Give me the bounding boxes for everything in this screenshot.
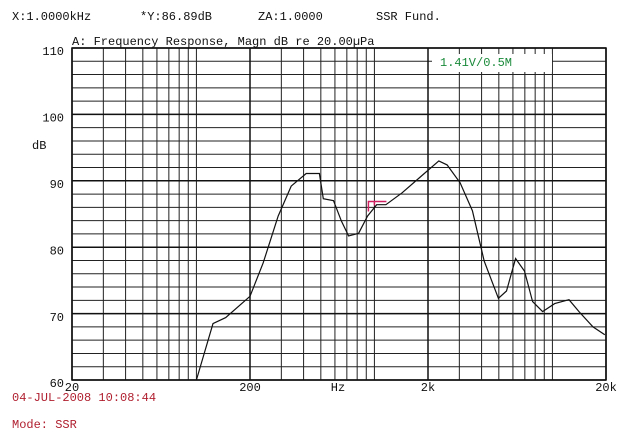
chart-title: A: Frequency Response, Magn dB re 20.00µ… — [72, 35, 374, 49]
date: 04-JUL-2008 10:08:44 — [12, 391, 156, 405]
annotation: 1.41V/0.5M — [440, 56, 512, 70]
y-tick-label: 70 — [50, 311, 64, 325]
mode: Mode: SSR — [12, 418, 77, 432]
cursor-marker — [367, 200, 387, 212]
header-text: X:1.0000kHz — [12, 10, 91, 24]
x-tick-label: 20k — [595, 381, 617, 395]
y-tick-label: 90 — [50, 178, 64, 192]
response-line — [195, 160, 606, 381]
annotation-bg — [432, 54, 552, 72]
x-tick-label: 20 — [65, 381, 79, 395]
header-text: SSR Fund. — [376, 10, 441, 24]
y-axis-label: dB — [32, 139, 46, 153]
header-text: ZA:1.0000 — [258, 10, 323, 24]
header-text: *Y:86.89dB — [140, 10, 212, 24]
y-tick-label: 60 — [50, 377, 64, 391]
x-axis-label: Hz — [331, 381, 345, 395]
y-tick-label: 110 — [42, 45, 64, 59]
x-tick-label: 200 — [239, 381, 261, 395]
y-tick-label: 80 — [50, 244, 64, 258]
y-tick-label: 100 — [42, 112, 64, 126]
x-tick-label: 2k — [421, 381, 435, 395]
